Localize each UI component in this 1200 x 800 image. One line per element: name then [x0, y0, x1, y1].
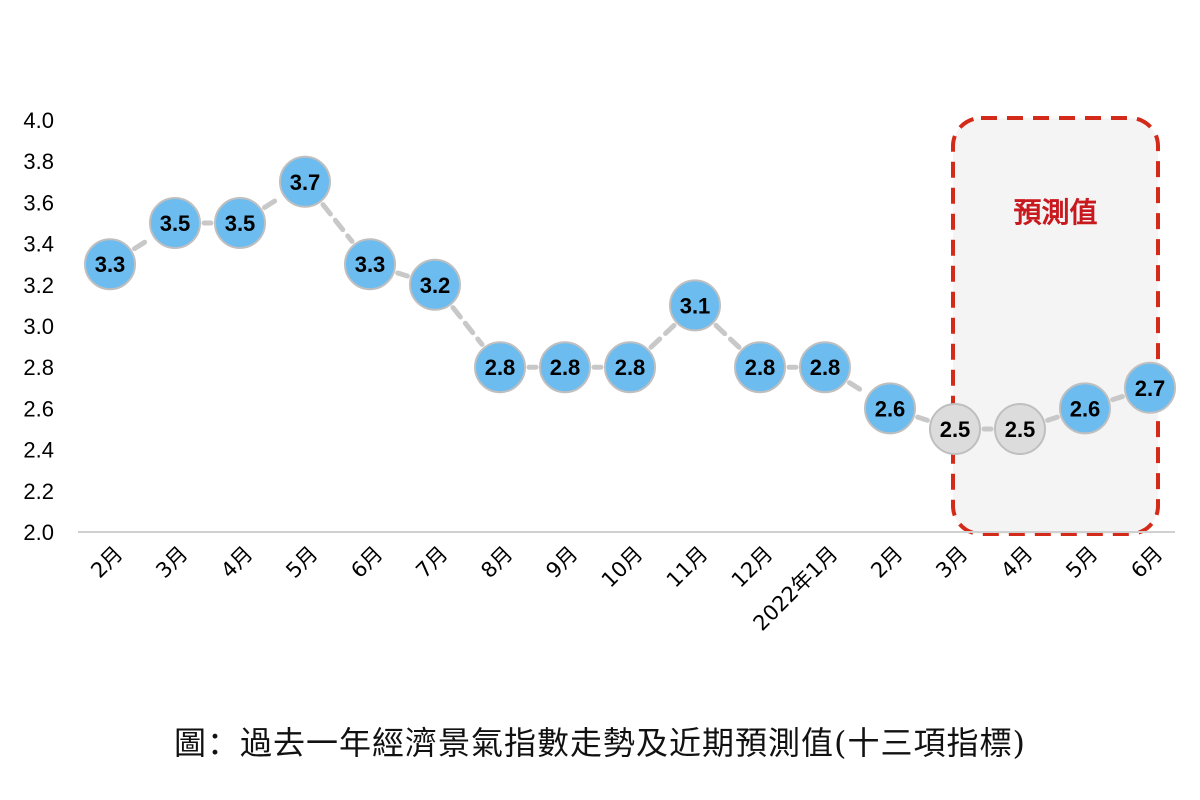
x-tick-label: 3月: [151, 542, 192, 583]
series-segment: [261, 194, 284, 210]
figure-caption: 圖：過去一年經濟景氣指數走勢及近期預測值(十三項指標): [174, 724, 1026, 762]
data-label: 3.1: [680, 293, 711, 318]
data-point: [84, 238, 136, 291]
data-label: 2.8: [550, 355, 581, 380]
data-label: 2.7: [1135, 376, 1166, 401]
forecast-region-label: 預測值: [1013, 196, 1097, 229]
data-point: [734, 341, 786, 394]
x-tick-label: 4月: [216, 542, 257, 583]
series-segment: [450, 305, 485, 347]
data-label: 2.6: [1070, 396, 1101, 421]
y-tick-label: 2.6: [23, 396, 54, 421]
x-tick-label: 3月: [931, 542, 972, 583]
series-segment: [1110, 394, 1125, 403]
y-tick-label: 3.0: [23, 314, 54, 339]
x-tick-label: 9月: [541, 542, 582, 583]
y-tick-label: 3.2: [23, 273, 54, 298]
data-label: 2.6: [875, 396, 906, 421]
x-tick-label: 6月: [346, 542, 387, 583]
data-label: 2.5: [940, 417, 971, 442]
series-segment: [395, 270, 410, 279]
data-point: [799, 341, 851, 394]
data-label: 2.5: [1005, 417, 1036, 442]
x-tick-label: 12月: [727, 542, 778, 593]
data-label: 3.7: [290, 170, 321, 195]
x-tick-label: 4月: [996, 542, 1037, 583]
data-label: 3.2: [420, 273, 451, 298]
data-label: 3.5: [160, 211, 191, 236]
y-axis-ticks: 2.0 2.2 2.4 2.6 2.8 3.0 3.2 3.4 3.6 3.8 4.0: [23, 108, 54, 545]
data-point: [214, 197, 266, 249]
y-tick-label: 3.6: [23, 190, 54, 215]
data-label: 2.8: [485, 355, 516, 380]
x-tick-label: 5月: [281, 542, 322, 583]
y-tick-label: 2.4: [23, 438, 54, 463]
x-tick-label: 6月: [1126, 542, 1167, 583]
forecast-region-fill: [953, 118, 1158, 534]
series-segment: [915, 414, 930, 423]
y-tick-label: 2.8: [23, 355, 54, 380]
y-tick-label: 4.0: [23, 108, 54, 133]
y-tick-label: 3.4: [23, 232, 54, 257]
data-markers: 3.3 3.5 3.5 3.7 3.3 3.2 2.8 2.8 2.8 3.1 2.8 2.8 2.6 2…: [84, 155, 1176, 455]
x-tick-label: 11月: [662, 542, 713, 593]
data-point: [539, 341, 591, 394]
x-tick-label: 2月: [866, 542, 907, 583]
data-point: [604, 341, 656, 394]
data-point: [279, 155, 331, 208]
data-point: [344, 238, 396, 291]
forecast-region-box: [951, 116, 1160, 536]
y-tick-label: 2.0: [23, 520, 54, 545]
x-tick-label: 5月: [1061, 542, 1102, 583]
x-tick-label: 2月: [86, 542, 127, 583]
data-point: [864, 382, 916, 435]
series-segment: [320, 202, 355, 244]
data-point: [669, 279, 721, 332]
data-label: 3.5: [225, 211, 256, 236]
x-tick-label: 10月: [597, 542, 648, 593]
data-label: 3.3: [355, 252, 386, 277]
series-segment: [846, 380, 869, 396]
y-tick-label: 2.2: [23, 479, 54, 504]
data-point: [994, 403, 1046, 455]
data-label: 2.8: [810, 355, 841, 380]
data-label: 2.8: [615, 355, 646, 380]
series-segment: [713, 322, 742, 350]
y-tick-label: 3.8: [23, 149, 54, 174]
series-segment: [131, 236, 154, 252]
series-segment: [648, 322, 677, 350]
x-tick-label: 8月: [476, 542, 517, 583]
data-point: [1059, 382, 1111, 435]
data-point: [409, 258, 461, 311]
series-line: [131, 194, 1125, 432]
x-tick-label: 7月: [411, 542, 452, 583]
data-label: 2.8: [745, 355, 776, 380]
data-label: 3.3: [95, 252, 126, 277]
data-point: [474, 341, 526, 394]
data-point: [929, 403, 981, 455]
data-point: [1124, 361, 1176, 414]
data-point: [149, 197, 201, 249]
series-segment: [1045, 414, 1060, 423]
